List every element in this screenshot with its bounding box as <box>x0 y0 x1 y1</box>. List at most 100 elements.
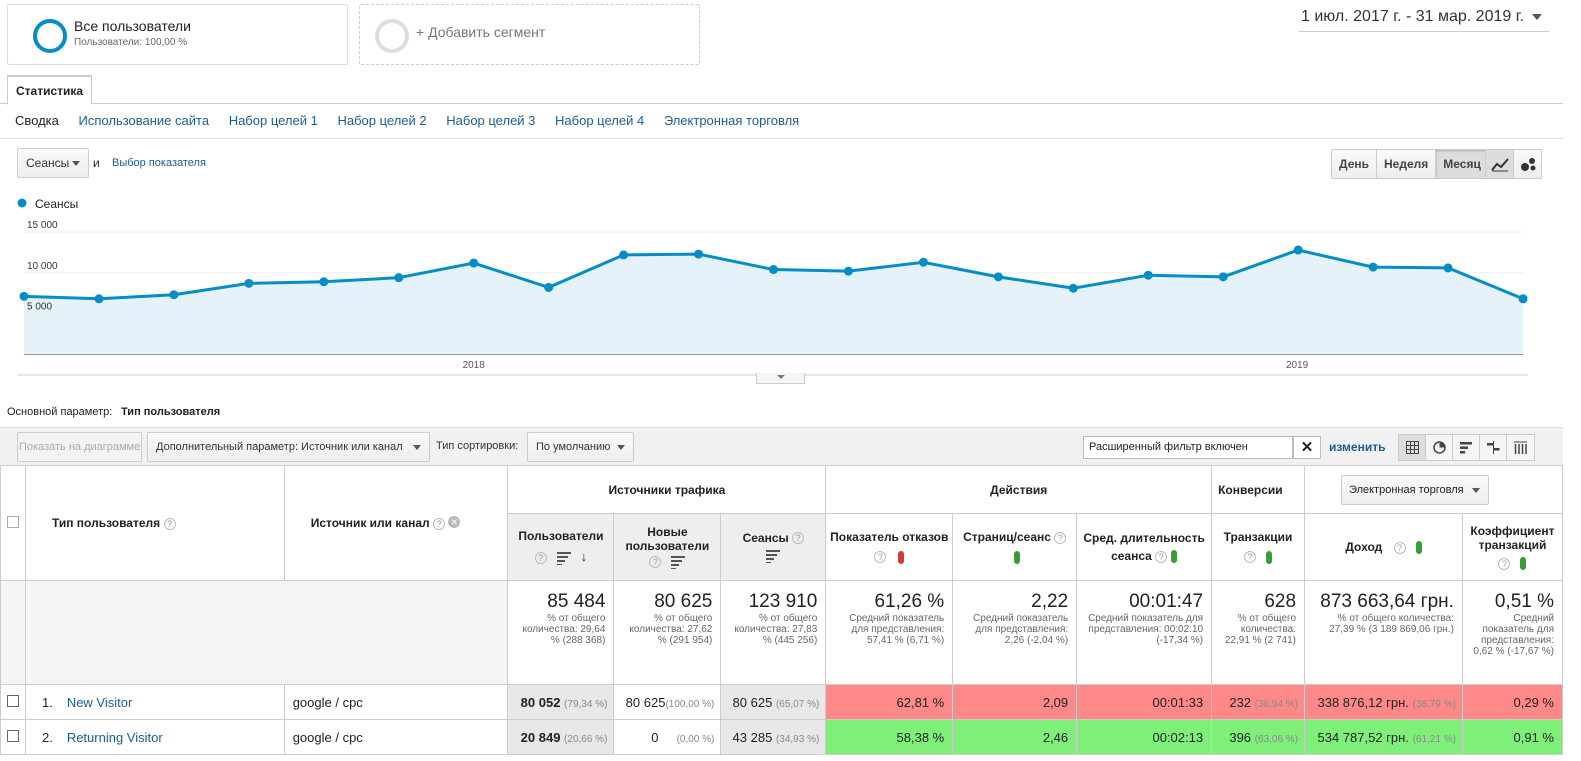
table-row: 1. New Visitor google / cpc 80 052 (79,34… <box>0 684 1564 720</box>
advanced-filter-input[interactable]: Расширенный фильтр включен <box>1083 436 1293 459</box>
segment-all-users[interactable]: Все пользователи Пользователи: 100,00 % <box>7 4 348 65</box>
row-revenue-cell: 534 787,52 грн. (61,21 %) <box>1304 719 1463 755</box>
header-user-type[interactable]: Тип пользователя ? <box>24 465 285 581</box>
primary-dimension-value[interactable]: Тип пользователя <box>121 406 221 418</box>
data-point[interactable] <box>19 291 29 301</box>
group-actions-header: Действия <box>825 465 1213 514</box>
period-week-button[interactable]: Неделя <box>1377 150 1437 178</box>
sort-bars-icon[interactable] <box>766 549 781 564</box>
row-checkbox[interactable] <box>6 729 19 742</box>
pivot-view-icon[interactable] <box>1507 435 1534 460</box>
header-pages[interactable]: Страниц/сеанс ? <box>952 513 1078 581</box>
data-point[interactable] <box>469 258 479 268</box>
table-view-icon[interactable] <box>1399 435 1426 460</box>
header-duration-label: Сред. длительность сеанса <box>1083 531 1205 563</box>
group-conversions-header: Конверсии <box>1211 465 1306 514</box>
header-bounce-label: Показатель отказов <box>830 530 949 545</box>
data-point[interactable] <box>993 272 1003 282</box>
header-conv-rate[interactable]: Коэффициент транзакций? <box>1461 513 1564 581</box>
help-icon[interactable]: ? <box>649 556 662 569</box>
header-transactions[interactable]: Транзакции? <box>1211 513 1306 581</box>
period-day-button[interactable]: День <box>1332 150 1377 178</box>
data-point[interactable] <box>1143 270 1153 280</box>
row-user-type-link[interactable]: Returning Visitor <box>66 729 163 745</box>
chart-collapse-handle[interactable] <box>756 373 805 384</box>
data-point[interactable] <box>169 290 179 300</box>
data-point[interactable] <box>394 273 404 283</box>
help-icon[interactable]: ? <box>1054 532 1067 545</box>
data-point[interactable] <box>1443 263 1453 273</box>
header-revenue[interactable]: Доход ? <box>1304 513 1463 581</box>
show-on-chart-button[interactable]: Показать на диаграмме <box>17 432 142 462</box>
sort-bars-icon[interactable] <box>671 555 686 570</box>
subtab-goals-3[interactable]: Набор целей 3 <box>446 113 536 128</box>
row-conv-rate-cell: 0,91 % <box>1461 719 1564 755</box>
subtab-ecommerce[interactable]: Электронная торговля <box>663 113 800 128</box>
choose-metric-link[interactable]: Выбор показателя <box>112 157 206 169</box>
change-filter-link[interactable]: изменить <box>1329 440 1386 454</box>
data-point[interactable] <box>544 282 554 292</box>
comparison-view-icon[interactable] <box>1480 435 1507 460</box>
help-icon[interactable]: ? <box>163 517 176 530</box>
data-point[interactable] <box>843 266 853 276</box>
help-icon[interactable]: ? <box>1393 541 1406 554</box>
line-chart-toggle[interactable] <box>1485 149 1514 179</box>
data-point[interactable] <box>918 257 928 267</box>
header-duration[interactable]: Сред. длительность сеанса ? <box>1076 513 1213 581</box>
header-source[interactable]: Источник или канал ? ✕ <box>283 465 509 581</box>
help-icon[interactable]: ? <box>1498 557 1511 570</box>
data-point[interactable] <box>94 294 104 304</box>
row-user-type-link[interactable]: New Visitor <box>66 694 133 710</box>
help-icon[interactable]: ? <box>534 551 547 564</box>
data-point[interactable] <box>769 265 778 275</box>
close-icon[interactable]: ✕ <box>1293 436 1321 459</box>
remove-dimension-icon[interactable]: ✕ <box>448 516 461 528</box>
header-bounce[interactable]: Показатель отказов? <box>825 513 954 581</box>
help-icon[interactable]: ? <box>874 551 887 564</box>
help-icon[interactable]: ? <box>792 532 805 545</box>
data-point[interactable] <box>244 278 254 288</box>
subtab-goals-1[interactable]: Набор целей 1 <box>228 113 318 128</box>
y-tick-5000: 5 000 <box>27 301 52 312</box>
subtab-goals-2[interactable]: Набор целей 2 <box>337 113 427 128</box>
data-point[interactable] <box>1068 283 1078 293</box>
row-checkbox[interactable] <box>6 694 19 707</box>
motion-chart-toggle[interactable] <box>1513 149 1542 179</box>
header-sessions[interactable]: Сеансы ? <box>720 513 827 581</box>
data-point[interactable] <box>1218 272 1228 282</box>
period-month-button[interactable]: Месяц <box>1436 150 1488 178</box>
secondary-dimension-select[interactable]: Дополнительный параметр: Источник или ка… <box>147 432 430 462</box>
data-point[interactable] <box>1293 245 1303 255</box>
select-all-checkbox[interactable] <box>6 515 19 528</box>
help-icon[interactable]: ? <box>1155 550 1168 563</box>
performance-view-icon[interactable] <box>1453 435 1480 460</box>
row-pages-cell: 2,09 <box>952 684 1078 720</box>
data-point[interactable] <box>694 249 704 259</box>
date-range-picker[interactable]: 1 июл. 2017 г. - 31 мар. 2019 г. <box>1299 6 1549 32</box>
data-point[interactable] <box>619 250 629 260</box>
sort-bars-icon[interactable] <box>556 551 571 565</box>
x-tick-2019: 2019 <box>1286 360 1309 371</box>
thermometer-green-icon <box>1266 550 1273 564</box>
data-point[interactable] <box>1368 262 1378 272</box>
help-icon[interactable]: ? <box>1244 551 1257 564</box>
conversion-type-select[interactable]: Электронная торговля <box>1341 474 1490 505</box>
subtab-summary[interactable]: Сводка <box>15 113 59 128</box>
chevron-down-icon <box>1472 487 1481 493</box>
pie-view-icon[interactable] <box>1426 435 1453 460</box>
help-icon[interactable]: ? <box>432 517 445 530</box>
header-users[interactable]: Пользователи? ↓ <box>507 513 615 581</box>
thermometer-green-icon <box>1013 550 1020 564</box>
subtab-goals-4[interactable]: Набор целей 4 <box>555 113 645 128</box>
header-pages-label: Страниц/сеанс <box>963 530 1051 545</box>
data-point[interactable] <box>319 277 329 287</box>
row-sessions-cell: 43 285 (34,93 %) <box>720 719 827 755</box>
chevron-down-icon <box>72 161 80 166</box>
header-new-users[interactable]: Новые пользователи? <box>613 513 722 581</box>
add-segment-button[interactable]: + Добавить сегмент <box>359 4 700 65</box>
data-point[interactable] <box>1518 294 1528 304</box>
subtab-site-usage[interactable]: Использование сайта <box>78 113 210 128</box>
metric-select[interactable]: Сеансы <box>17 148 89 178</box>
sort-type-select[interactable]: По умолчанию <box>527 432 634 462</box>
tab-statistics[interactable]: Статистика <box>7 75 93 105</box>
